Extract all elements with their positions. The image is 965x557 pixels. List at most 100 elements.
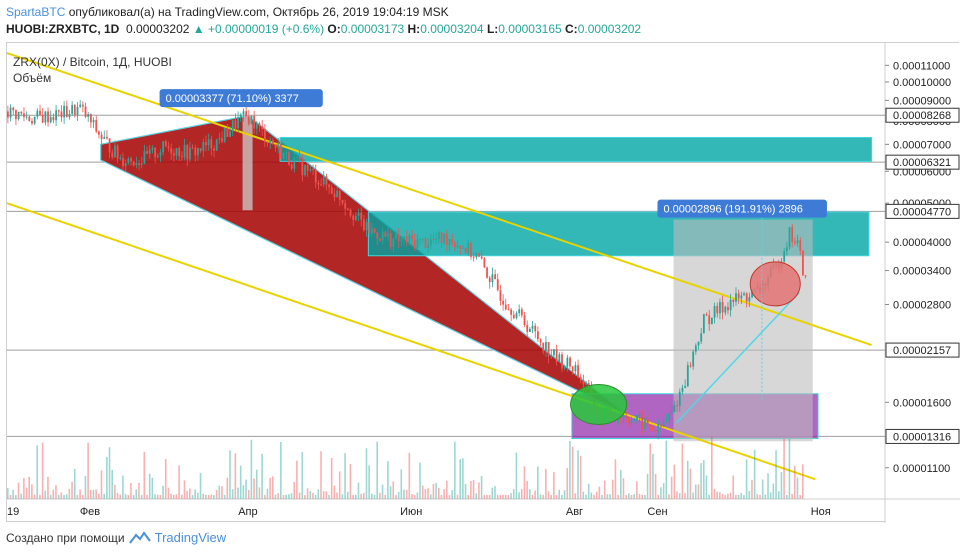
volume-bar — [504, 494, 507, 499]
candle-body — [250, 116, 253, 125]
resistance-zone-upper[interactable] — [279, 136, 873, 162]
candle-body — [124, 163, 127, 167]
close-label: C: — [565, 22, 578, 36]
measure-box-first[interactable] — [242, 115, 253, 211]
candle-body — [357, 212, 360, 216]
volume-bar — [100, 470, 103, 499]
volume-bar — [76, 494, 79, 499]
candle-body — [802, 250, 804, 276]
candle-body — [793, 241, 796, 244]
volume-bar — [456, 494, 459, 499]
candle-body — [229, 131, 231, 137]
volume-bar — [387, 461, 389, 499]
candle-body — [205, 141, 207, 146]
volume-bar — [713, 488, 716, 499]
candle-body — [555, 349, 558, 362]
volume-bar — [563, 490, 566, 499]
volume-bar — [555, 494, 558, 499]
candle-body — [783, 251, 786, 262]
volume-bar — [510, 493, 512, 499]
trendline-cyan[interactable] — [675, 291, 800, 424]
highlight-ellipse-red[interactable] — [749, 261, 801, 307]
highlight-ellipse-green[interactable] — [570, 383, 628, 425]
candle-body — [272, 140, 274, 145]
candle-body — [700, 333, 703, 342]
candle-body — [392, 238, 395, 247]
candle-body — [317, 182, 320, 185]
series-legend-title[interactable]: ZRX(0X) / Bitcoin, 1Д, HUOBI — [13, 55, 172, 69]
candle-body — [518, 309, 521, 314]
volume-bar — [748, 491, 751, 499]
candle-body — [9, 107, 12, 118]
candle-body — [44, 111, 47, 123]
candle-body — [31, 120, 33, 124]
volume-bar — [531, 494, 534, 499]
chart-pane[interactable]: 0.000110000.000100000.000090000.00008000… — [6, 42, 960, 523]
volume-bar — [79, 489, 81, 499]
trendline-lower[interactable] — [7, 202, 816, 481]
candle-body — [413, 239, 416, 249]
high-value: 0.00003204 — [420, 22, 484, 36]
tradingview-brand-link[interactable]: TradingView — [154, 530, 227, 545]
author-name[interactable]: SpartaBTC — [6, 5, 66, 19]
volume-bar — [55, 485, 57, 499]
price-chart[interactable]: 0.000110000.000100000.000090000.00008000… — [7, 43, 960, 523]
candle-body — [507, 309, 510, 311]
volume-bar — [507, 494, 510, 499]
volume-bar — [740, 492, 743, 499]
candle-body — [175, 148, 178, 156]
volume-bar — [446, 480, 448, 499]
candle-body — [660, 424, 662, 427]
volume-bar — [603, 480, 606, 499]
level-price-label: 0.00002157 — [893, 345, 951, 357]
candle-body — [41, 114, 44, 123]
volume-bar — [344, 453, 346, 499]
candle-body — [373, 228, 376, 233]
volume-bar — [515, 452, 518, 499]
candle-body — [649, 425, 652, 427]
price-tick-label: 0.00001100 — [893, 463, 950, 475]
created-with-text: Создано при помощи — [6, 530, 125, 545]
volume-bar — [242, 485, 245, 499]
candle-body — [387, 233, 389, 237]
publish-info: SpartaBTC опубликовал(а) на TradingView.… — [6, 5, 449, 19]
measure-label-box[interactable] — [159, 89, 323, 108]
volume-bar — [496, 494, 499, 499]
candle-body — [654, 430, 657, 433]
candle-body — [360, 212, 363, 220]
volume-bar — [205, 494, 207, 499]
candle-body — [531, 325, 534, 329]
candle-body — [483, 258, 486, 268]
measure-label-box[interactable] — [657, 199, 827, 218]
time-tick-label: 2019 — [7, 506, 19, 518]
candle-body — [55, 110, 57, 121]
candle-body — [735, 293, 737, 302]
volume-bar — [229, 450, 231, 499]
volume-bar — [23, 477, 25, 499]
volume-bar — [791, 493, 793, 499]
price-tick-label: 0.00010000 — [893, 77, 951, 89]
volume-bar — [609, 494, 611, 499]
candle-body — [280, 144, 282, 159]
candle-body — [480, 256, 483, 259]
candle-body — [247, 116, 250, 125]
trendline-upper[interactable] — [7, 52, 872, 346]
candle-body — [799, 240, 802, 251]
measure-box-second[interactable] — [673, 219, 813, 442]
candle-body — [183, 144, 186, 158]
level-price-label: 0.00001316 — [893, 431, 951, 443]
volume-bar — [499, 494, 502, 499]
candle-body — [207, 139, 210, 146]
volume-bar — [389, 486, 392, 499]
volume-bar — [537, 466, 539, 499]
candle-body — [585, 383, 587, 385]
volume-bar — [419, 462, 421, 499]
volume-legend[interactable]: Объём — [13, 71, 52, 85]
candle-body — [646, 418, 649, 426]
volume-bar — [81, 494, 84, 499]
candle-body — [435, 239, 438, 241]
volume-bar — [314, 494, 317, 499]
candle-body — [320, 184, 322, 186]
volume-bar — [63, 494, 65, 499]
candle-body — [630, 420, 633, 424]
